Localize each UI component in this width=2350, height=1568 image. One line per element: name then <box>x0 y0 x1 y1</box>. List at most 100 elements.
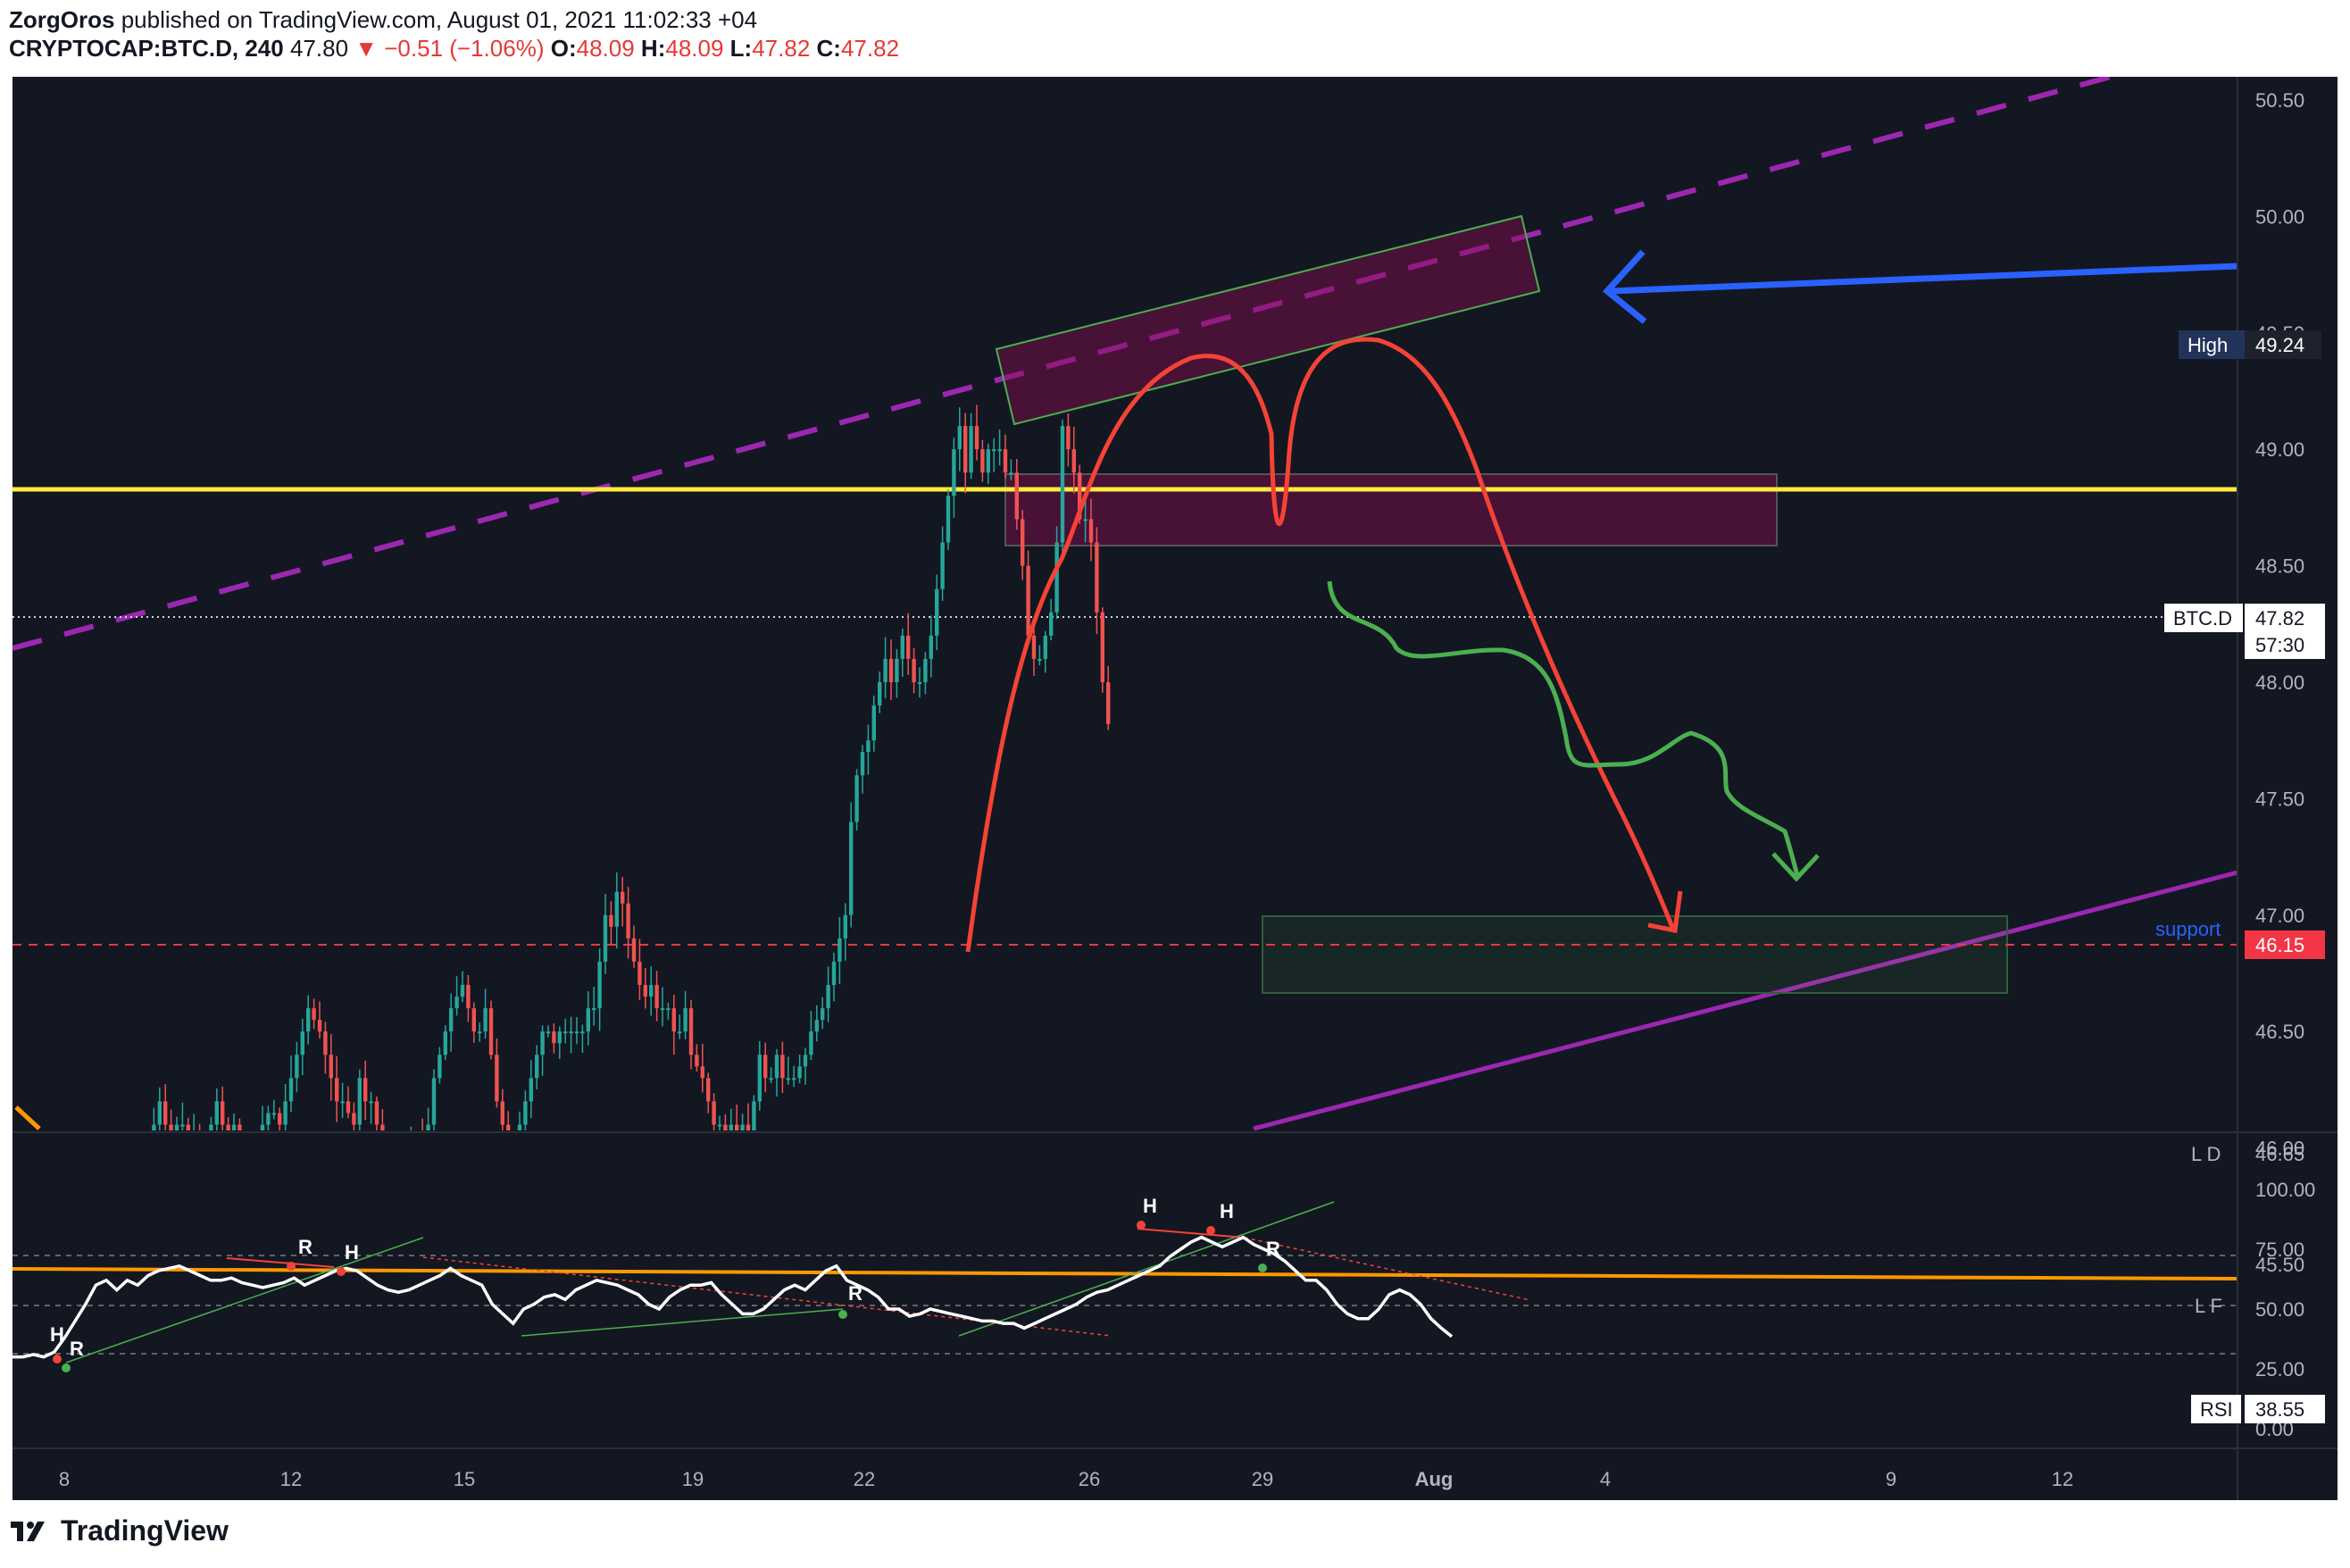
candle <box>712 1093 716 1130</box>
support-price-label[interactable]: support 46.15 <box>2155 918 2325 959</box>
candle <box>506 1111 511 1130</box>
candle <box>854 769 859 831</box>
rsi-red-trend-2 <box>422 1256 1112 1337</box>
candle <box>552 1023 556 1054</box>
rsi-value-bg <box>2245 1395 2325 1423</box>
close-label: C: <box>816 35 841 62</box>
price-tick-label: 46.50 <box>2255 1021 2304 1043</box>
candle <box>609 901 613 945</box>
candle <box>249 1135 253 1169</box>
rsi-pivot-dot <box>53 1355 62 1364</box>
candle <box>929 615 933 678</box>
candle <box>1014 458 1019 530</box>
candle <box>540 1025 545 1076</box>
candle <box>495 1038 499 1108</box>
candle <box>826 966 830 1022</box>
support-value-bg <box>2245 930 2325 959</box>
rsi-pivot-dot <box>1206 1226 1215 1235</box>
high-value: 48.09 <box>665 35 724 62</box>
time-tick-label: 12 <box>280 1468 302 1490</box>
candle <box>952 438 956 518</box>
candle <box>180 1102 185 1130</box>
rsi-tag: RSI <box>2200 1398 2233 1421</box>
support-text: support <box>2155 918 2221 940</box>
candle <box>283 1084 288 1130</box>
symbol-tag-bg <box>2164 604 2243 632</box>
candle <box>654 971 659 1022</box>
candle <box>563 1018 568 1044</box>
resistance-channel-box[interactable] <box>995 214 1541 426</box>
candle <box>471 1002 476 1043</box>
candle <box>226 1117 230 1130</box>
candle <box>792 1065 796 1088</box>
support-zone-box[interactable] <box>1262 915 2008 994</box>
projection-arrowhead-red <box>1647 890 1683 933</box>
rsi-green-trend-1 <box>65 1237 424 1364</box>
candle <box>118 1297 121 1338</box>
projection-curve-green[interactable] <box>1327 580 1801 880</box>
tradingview-logo-icon[interactable] <box>11 1518 52 1545</box>
rsi-red-trend-3 <box>1137 1228 1246 1239</box>
candle <box>266 1105 271 1130</box>
chart-header: ZorgOros published on TradingView.com, A… <box>9 5 899 64</box>
candle <box>986 443 990 484</box>
candle <box>1009 459 1013 480</box>
candle <box>209 1116 213 1130</box>
candle <box>940 526 945 601</box>
price-tick-label: 49.00 <box>2255 438 2304 461</box>
candle <box>717 1115 722 1130</box>
candle <box>838 917 842 984</box>
candle <box>129 1205 133 1255</box>
candle <box>152 1107 156 1130</box>
candle <box>849 802 854 928</box>
candle <box>992 438 996 472</box>
symbol-label[interactable]: CRYPTOCAP:BTC.D, 240 <box>9 35 284 62</box>
candle <box>387 1142 390 1172</box>
rsi-value-label[interactable]: RSI 38.55 <box>2191 1395 2325 1423</box>
candle <box>186 1117 190 1130</box>
last-price-bg <box>2245 604 2325 659</box>
tradingview-brand[interactable]: TradingView <box>61 1514 229 1547</box>
drawings-layer <box>12 77 2238 1130</box>
author-name[interactable]: ZorgOros <box>9 6 115 33</box>
candle <box>174 1116 179 1130</box>
blue-arrow-shaft[interactable] <box>1610 263 2238 295</box>
time-axis[interactable]: 8 12 15 19 22 26 29 Aug 4 9 12 <box>59 1468 2073 1490</box>
candle <box>860 745 865 794</box>
candle <box>415 1131 419 1155</box>
candle <box>300 1018 304 1075</box>
candle <box>123 1234 127 1320</box>
candle <box>443 1025 447 1060</box>
candle <box>392 1135 396 1204</box>
price-axis[interactable]: 50.5050.0049.5049.0048.5048.0047.5047.00… <box>2255 89 2304 1276</box>
candles-layer <box>118 405 1111 1338</box>
candle <box>740 1113 745 1130</box>
candle <box>735 1104 739 1130</box>
support-value: 46.15 <box>2255 934 2304 956</box>
publish-text: published on TradingView.com, August 01,… <box>121 6 758 33</box>
candle <box>763 1042 768 1093</box>
time-tick-label: 22 <box>854 1468 875 1490</box>
candle <box>221 1086 225 1130</box>
projection-curve-red[interactable] <box>965 337 1676 953</box>
rsi-pivot-dot <box>337 1267 346 1276</box>
candle <box>706 1072 711 1113</box>
candle <box>900 628 904 677</box>
rsi-pivot-dot <box>838 1310 847 1319</box>
candle <box>431 1069 437 1130</box>
support-trendline[interactable] <box>1253 870 2238 1130</box>
candle <box>426 1107 430 1130</box>
rsi-orange-line[interactable] <box>12 1267 2238 1280</box>
chart-frame[interactable] <box>12 77 2338 1500</box>
dashed-trendline[interactable] <box>12 77 2209 651</box>
candle <box>843 903 847 961</box>
last-price-label[interactable]: BTC.D 47.82 57:30 <box>2164 604 2325 659</box>
ld-tag: L D <box>2191 1143 2221 1165</box>
resistance-zone-box[interactable] <box>1004 473 1778 546</box>
time-tick-label: 19 <box>682 1468 704 1490</box>
price-tick-label: 48.00 <box>2255 671 2304 694</box>
high-price-label[interactable]: High 49.24 <box>2179 330 2321 359</box>
candle <box>312 998 316 1030</box>
candle <box>369 1091 373 1124</box>
